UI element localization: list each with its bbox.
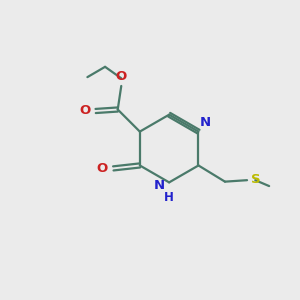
Text: O: O xyxy=(116,70,127,83)
Text: N: N xyxy=(154,179,165,192)
Text: O: O xyxy=(79,104,90,118)
Text: N: N xyxy=(200,116,211,129)
Text: S: S xyxy=(250,173,260,186)
Text: H: H xyxy=(164,190,173,204)
Text: O: O xyxy=(97,162,108,175)
